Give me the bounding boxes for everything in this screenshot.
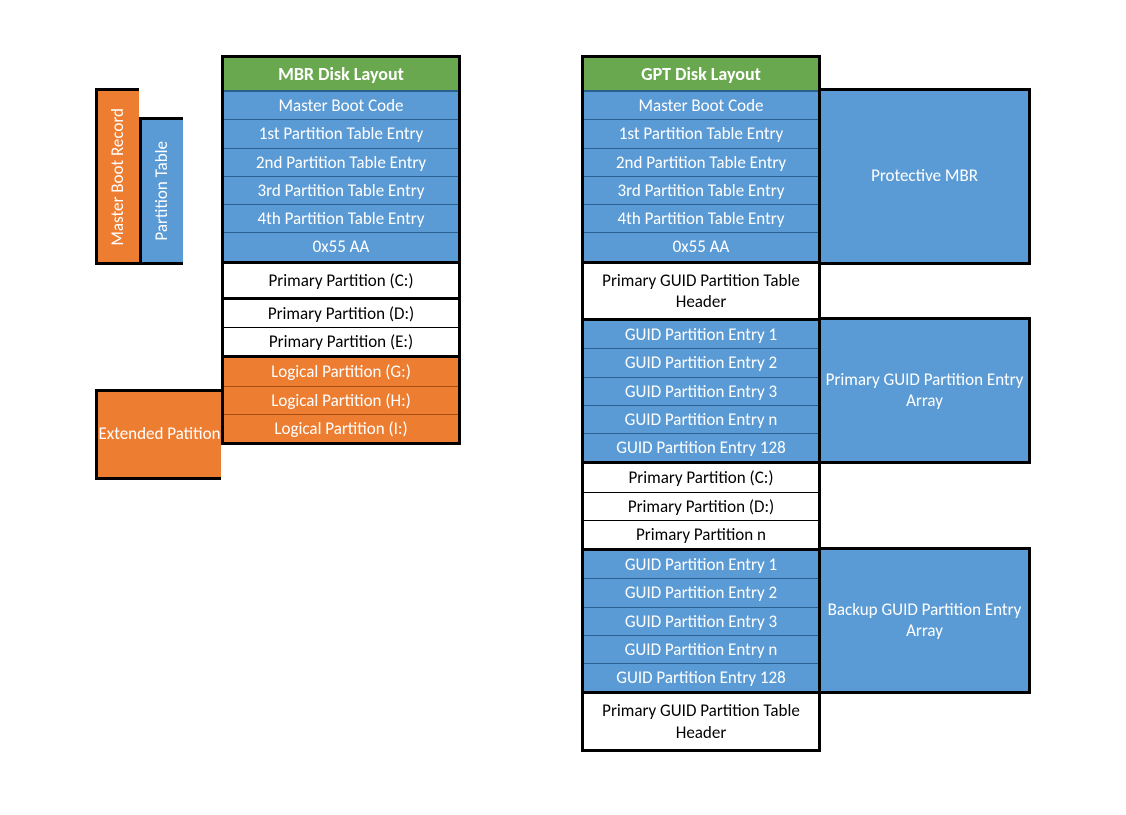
gpt-row-15: GUID Partition Entry 1 xyxy=(584,548,818,578)
mbr-partition-table-label: Partition Table xyxy=(139,117,183,265)
mbr-row-8: Primary Partition (E:) xyxy=(224,327,458,355)
mbr-row-11: Logical Partition (I:) xyxy=(224,414,458,442)
gpt-row-1: 1st Partition Table Entry xyxy=(584,119,818,147)
mbr-row-4: 4th Partition Table Entry xyxy=(224,204,458,232)
gpt-row-11: GUID Partition Entry 128 xyxy=(584,433,818,461)
gpt-row-20: Primary GUID Partition Table Header xyxy=(584,691,818,749)
mbr-master-boot-record-label: Master Boot Record xyxy=(95,88,139,265)
gpt-row-3: 3rd Partition Table Entry xyxy=(584,176,818,204)
mbr-row-6: Primary Partition (C:) xyxy=(224,261,458,297)
gpt-protective-mbr-label: Protective MBR xyxy=(818,88,1031,265)
gpt-main-column: GPT Disk Layout Master Boot Code1st Part… xyxy=(581,55,821,752)
gpt-row-12: Primary Partition (C:) xyxy=(584,461,818,491)
gpt-row-8: GUID Partition Entry 2 xyxy=(584,348,818,376)
mbr-row-7: Primary Partition (D:) xyxy=(224,297,458,327)
gpt-title: GPT Disk Layout xyxy=(584,58,818,91)
disk-layout-diagram: Master Boot Record Partition Table Exten… xyxy=(0,0,1126,807)
gpt-backup-array-label: Backup GUID Partition Entry Array xyxy=(818,547,1031,694)
gpt-row-7: GUID Partition Entry 1 xyxy=(584,318,818,348)
mbr-row-3: 3rd Partition Table Entry xyxy=(224,176,458,204)
mbr-row-9: Logical Partition (G:) xyxy=(224,355,458,385)
mbr-row-5: 0x55 AA xyxy=(224,232,458,260)
mbr-title: MBR Disk Layout xyxy=(224,58,458,91)
gpt-row-6: Primary GUID Partition Table Header xyxy=(584,261,818,319)
gpt-row-10: GUID Partition Entry n xyxy=(584,405,818,433)
gpt-primary-array-label: Primary GUID Partition Entry Array xyxy=(818,317,1031,464)
gpt-row-13: Primary Partition (D:) xyxy=(584,492,818,520)
gpt-row-17: GUID Partition Entry 3 xyxy=(584,607,818,635)
gpt-row-0: Master Boot Code xyxy=(584,91,818,119)
gpt-row-9: GUID Partition Entry 3 xyxy=(584,377,818,405)
gpt-layout-block: GPT Disk Layout Master Boot Code1st Part… xyxy=(581,55,1031,752)
mbr-layout-block: Master Boot Record Partition Table Exten… xyxy=(95,55,461,445)
gpt-row-14: Primary Partition n xyxy=(584,520,818,548)
gpt-row-5: 0x55 AA xyxy=(584,232,818,260)
mbr-row-1: 1st Partition Table Entry xyxy=(224,119,458,147)
gpt-row-19: GUID Partition Entry 128 xyxy=(584,663,818,691)
mbr-row-10: Logical Partition (H:) xyxy=(224,386,458,414)
gpt-row-2: 2nd Partition Table Entry xyxy=(584,148,818,176)
mbr-extended-partition-label: Extended Patition xyxy=(95,389,221,480)
mbr-row-2: 2nd Partition Table Entry xyxy=(224,148,458,176)
gpt-row-18: GUID Partition Entry n xyxy=(584,635,818,663)
mbr-row-0: Master Boot Code xyxy=(224,91,458,119)
gpt-row-16: GUID Partition Entry 2 xyxy=(584,578,818,606)
mbr-main-column: MBR Disk Layout Master Boot Code1st Part… xyxy=(221,55,461,445)
gpt-row-4: 4th Partition Table Entry xyxy=(584,204,818,232)
